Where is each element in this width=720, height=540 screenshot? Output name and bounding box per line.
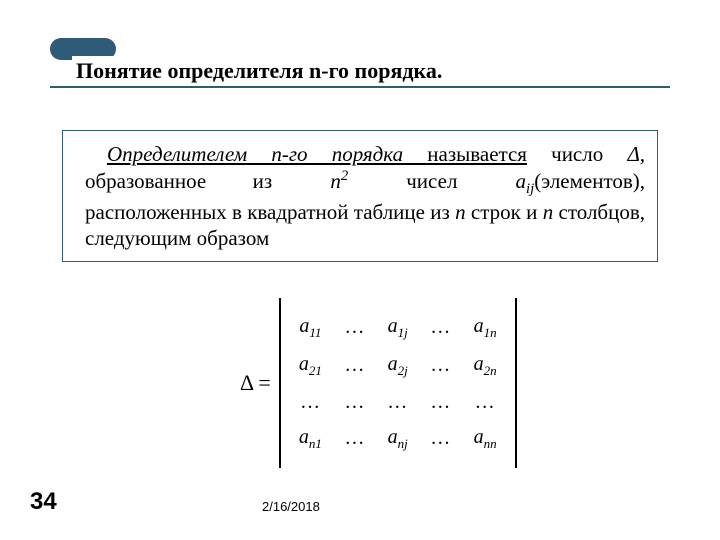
matrix-cell: … [420, 347, 462, 385]
def-number: число [527, 142, 603, 166]
matrix-cell: … [334, 309, 376, 347]
matrix-cell: a2n [462, 347, 509, 385]
matrix-cell: … [334, 385, 376, 420]
def-lead: Определителем n-го порядка [107, 142, 403, 166]
def-ncols: n [543, 200, 554, 224]
matrix-cell: … [376, 385, 420, 420]
determinant-formula: Δ = a11 … a1j … a1n a21 … a2j … a2n … … … [240, 298, 517, 468]
def-a: a [516, 169, 527, 193]
det-bar-left [279, 298, 281, 468]
matrix-cell: an1 [287, 420, 334, 458]
def-strok: строк и [466, 200, 543, 224]
def-elem: (элементов), [534, 169, 645, 193]
def-chisel: чисел [406, 169, 457, 193]
delta-equals: Δ = [240, 370, 271, 396]
slide-title: Понятие определителя n-го порядка. [72, 56, 446, 86]
matrix-cell: ann [462, 420, 509, 458]
def-lead2: называется [403, 142, 527, 166]
matrix-cell: a11 [287, 309, 334, 347]
definition-box: Определителем n-го порядка называется чи… [62, 130, 658, 262]
def-n2-sup: 2 [341, 168, 348, 184]
matrix-cell: … [334, 347, 376, 385]
matrix-cell: anj [376, 420, 420, 458]
def-delta: Δ, [627, 142, 645, 166]
def-nstrok: n [455, 200, 466, 224]
def-p2: расположенных в квадратной таблице из [85, 200, 455, 224]
matrix-cell: a21 [287, 347, 334, 385]
matrix-cell: … [287, 385, 334, 420]
matrix-cell: a1n [462, 309, 509, 347]
slide-date: 2/16/2018 [262, 499, 320, 514]
matrix-cell: … [420, 309, 462, 347]
def-aij: ij [526, 181, 534, 197]
matrix-cell: … [334, 420, 376, 458]
det-bar-right [515, 298, 517, 468]
matrix-cell: a1j [376, 309, 420, 347]
def-iz: из [253, 169, 273, 193]
matrix-cell: … [420, 385, 462, 420]
def-n2-n: n [330, 169, 341, 193]
slide-number: 34 [30, 488, 57, 516]
matrix-cell: … [420, 420, 462, 458]
matrix-cell: a2j [376, 347, 420, 385]
matrix-cell: … [462, 385, 509, 420]
matrix-body: a11 … a1j … a1n a21 … a2j … a2n … … … … … [287, 309, 509, 458]
def-p1: образованное [85, 169, 206, 193]
title-underline [50, 86, 670, 88]
